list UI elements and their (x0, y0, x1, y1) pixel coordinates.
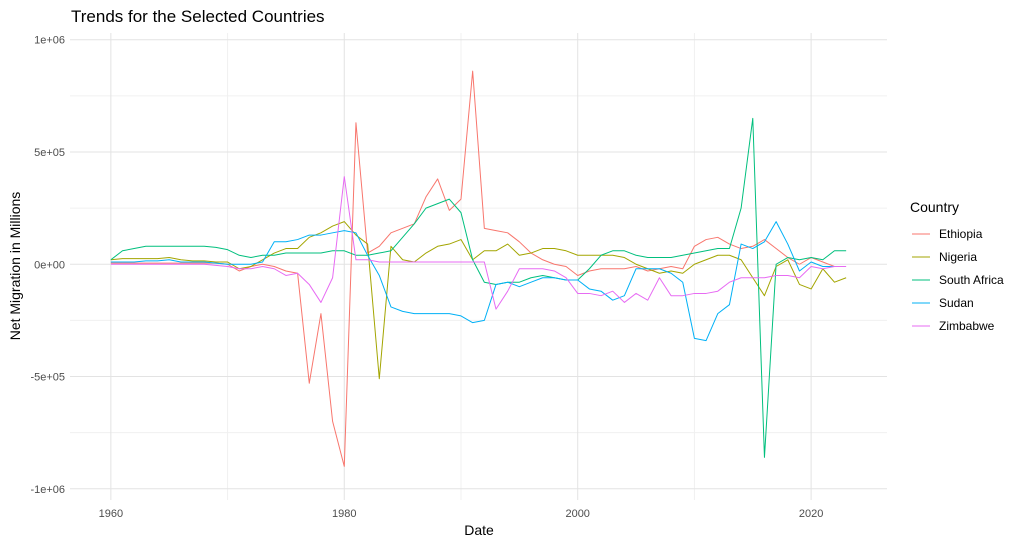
legend-label-south-africa: South Africa (939, 273, 1004, 287)
series-line-nigeria (110, 221, 847, 380)
x-tick-label: 1960 (99, 508, 123, 520)
series-line-south-africa (110, 117, 847, 458)
legend-label-zimbabwe: Zimbabwe (939, 319, 995, 333)
x-tick-label: 2020 (799, 508, 823, 520)
x-tick-label: 1980 (332, 508, 356, 520)
y-tick-label: 5e+05 (34, 147, 65, 159)
y-tick-label: -5e+05 (30, 372, 65, 384)
y-tick-label: 1e+06 (34, 35, 65, 47)
series-line-zimbabwe (110, 176, 847, 310)
legend-label-sudan: Sudan (939, 296, 974, 310)
series-lines (110, 70, 847, 467)
legend-label-nigeria: Nigeria (939, 250, 977, 264)
legend-label-ethiopia: Ethiopia (939, 227, 983, 241)
x-axis-title: Date (464, 522, 494, 538)
y-tick-label: 0e+00 (34, 259, 65, 271)
axes: 1e+06 5e+05 0e+00 -5e+05 -1e+06 1960 1980 2000 2… (30, 35, 823, 520)
y-tick-label: -1e+06 (30, 484, 65, 496)
chart-title: Trends for the Selected Countries (71, 7, 325, 26)
series-line-ethiopia (110, 70, 835, 467)
x-tick-label: 2000 (565, 508, 589, 520)
legend-title: Country (910, 199, 959, 215)
grid-lines (70, 33, 887, 500)
y-axis-title: Net Migration in Millions (7, 192, 23, 341)
legend: Country Ethiopia Nigeria South Africa Sudan… (910, 199, 1004, 333)
series-line-sudan (110, 221, 835, 342)
